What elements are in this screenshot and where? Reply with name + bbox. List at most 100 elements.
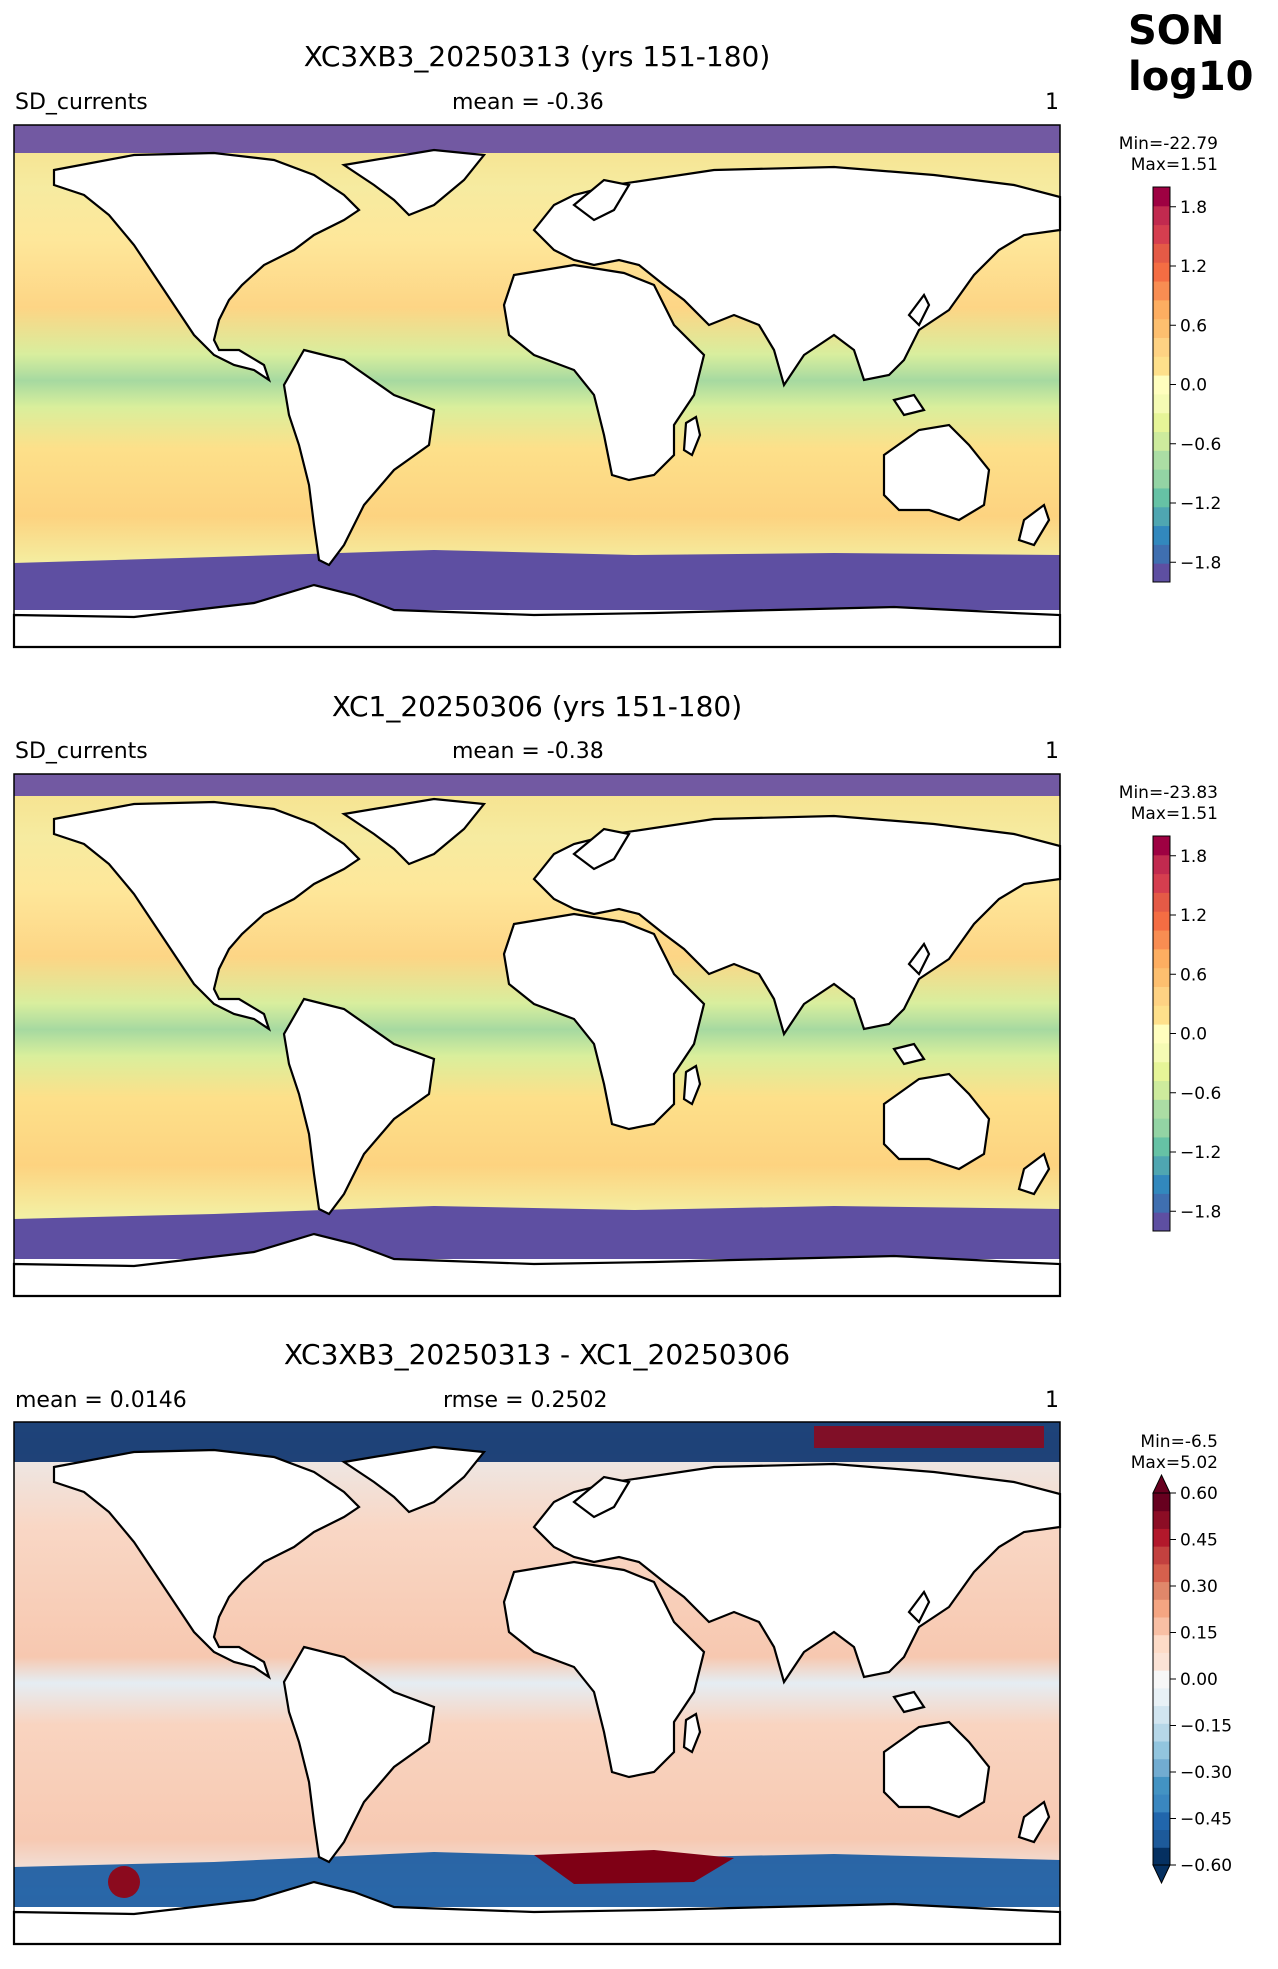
panel-2-variable-label: SD_currents [15, 739, 148, 764]
colorbar-3-swatch [1153, 1741, 1170, 1760]
panel-1-variable-label: SD_currents [15, 90, 148, 115]
panel-3-map [12, 1421, 1062, 1946]
colorbar-3-swatch [1153, 1528, 1170, 1547]
colorbar-1-swatch [1153, 506, 1170, 527]
colorbar-3-swatch [1153, 1811, 1170, 1831]
colorbar-3-tick-label: −0.30 [1180, 1763, 1232, 1783]
colorbar-2-tick-label: 0.6 [1180, 965, 1207, 985]
colorbar-3-tick-label: 0.00 [1180, 1670, 1218, 1690]
season-label: SON log10 [1128, 8, 1254, 100]
colorbar-1-swatch [1153, 337, 1170, 357]
panel-3-units-label: 1 [1045, 1388, 1059, 1413]
colorbar-2-max: Max=1.51 [1130, 803, 1218, 824]
colorbar-3-swatch [1153, 1776, 1170, 1795]
colorbar-3-swatch [1153, 1705, 1170, 1724]
colorbar-2-swatch [1153, 1118, 1170, 1138]
panel-1-southern-ocean-low-values [14, 550, 1060, 610]
colorbar-2-swatch [1153, 948, 1170, 969]
colorbar-3-swatch [1153, 1670, 1170, 1689]
colorbar-3-tick-label: −0.15 [1180, 1717, 1232, 1737]
colorbar-1-swatch [1153, 299, 1170, 320]
colorbar-2-swatch [1153, 1080, 1170, 1100]
colorbar-1-tick-label: 1.8 [1180, 198, 1207, 218]
colorbar-1-swatch [1153, 393, 1170, 414]
colorbar-1-swatch [1153, 224, 1170, 244]
colorbar-3-swatch [1153, 1581, 1170, 1600]
colorbar-3-extend-max-arrow [1152, 1473, 1171, 1494]
colorbar-1-tick-label: −1.8 [1180, 553, 1221, 573]
panel-1-mean-label: mean = -0.36 [452, 90, 604, 115]
colorbar-2-swatch [1153, 836, 1170, 856]
colorbar-2-tick-label: −0.6 [1180, 1084, 1221, 1104]
colorbar-3-swatch [1153, 1599, 1170, 1618]
colorbar-2-swatch [1153, 1193, 1170, 1213]
colorbar-2-swatch [1153, 1136, 1170, 1157]
colorbars: 1.8 1.2 0.6 0.0 −0.6 −1.2 −1.8 1.8 1.2 0.6 0.0 −0.6… [1152, 186, 1232, 1885]
panel-2-units-label: 1 [1045, 739, 1059, 764]
colorbar-2-swatch [1153, 930, 1170, 950]
colorbar-3-swatch [1153, 1510, 1170, 1529]
colorbar-1-swatch [1153, 431, 1170, 451]
colorbar-2-swatch [1153, 873, 1170, 893]
colorbar-3-tick-label: 0.60 [1180, 1484, 1218, 1504]
panel-1-units-label: 1 [1045, 90, 1059, 115]
colorbar-1-swatch [1153, 243, 1170, 263]
colorbar-2-swatch [1153, 1212, 1170, 1232]
colorbar-1-swatch [1153, 318, 1170, 338]
colorbar-3-swatch [1153, 1723, 1170, 1742]
colorbar-1-tick-label: −1.2 [1180, 494, 1221, 514]
colorbar-3-swatch [1153, 1546, 1170, 1565]
colorbar-2-tick-label: −1.8 [1180, 1202, 1221, 1222]
colorbar-3-min: Min=-6.5 [1140, 1432, 1218, 1452]
colorbar-1-max: Max=1.51 [1130, 154, 1218, 175]
colorbar-3-tick-label: 0.45 [1180, 1531, 1218, 1551]
colorbar-2-swatch [1153, 1174, 1170, 1194]
panel-1-map [12, 124, 1062, 649]
colorbar-1-tick-label: −0.6 [1180, 435, 1221, 455]
colorbar-3-swatch [1153, 1687, 1170, 1707]
colorbar-3-tick-label: −0.45 [1180, 1810, 1232, 1830]
colorbar-2-swatch [1153, 986, 1170, 1006]
colorbar-1-tick-label: 0.6 [1180, 316, 1207, 336]
colorbar-2-swatch [1153, 1155, 1170, 1176]
colorbar-1-swatch [1153, 487, 1170, 508]
colorbar-1-swatch [1153, 469, 1170, 489]
colorbar-2-swatch [1153, 1061, 1170, 1082]
colorbar-3-swatch [1153, 1794, 1170, 1813]
colorbar-1-tick-label: 1.2 [1180, 257, 1207, 277]
colorbar-3-tick-label: 0.30 [1180, 1577, 1218, 1597]
colorbar-1-swatch [1153, 262, 1170, 282]
panel-3-title: XC3XB3_20250313 - XC1_20250306 [283, 1338, 791, 1371]
colorbar-1-tick-label: 0.0 [1180, 376, 1207, 396]
colorbar-2-minmax: Min=-23.83 Max=1.51 [1068, 783, 1218, 824]
colorbar-3-swatch [1153, 1617, 1170, 1636]
colorbar-2-swatch [1153, 1005, 1170, 1025]
panel-1-title: XC3XB3_20250313 (yrs 151-180) [303, 40, 771, 73]
colorbar-3-max: Max=5.02 [1130, 1452, 1218, 1473]
colorbar-2-swatch [1153, 967, 1170, 987]
panel-3-arctic-positive [814, 1426, 1044, 1448]
colorbar-2-tick-label: 1.2 [1180, 906, 1207, 926]
panel-2-frame [13, 773, 1061, 1297]
panel-3-mean-label: mean = 0.0146 [15, 1388, 187, 1413]
colorbar-3-swatch [1153, 1829, 1170, 1848]
colorbar-3-minmax: Min=-6.5 Max=5.02 [1068, 1432, 1218, 1473]
colorbar-1-swatch [1153, 563, 1170, 583]
colorbar-1-swatch [1153, 525, 1170, 545]
colorbar-1-swatch [1153, 450, 1170, 470]
colorbar-3-swatch [1153, 1847, 1170, 1866]
colorbar-1-swatch [1153, 281, 1170, 301]
colorbar-2-swatch [1153, 1024, 1170, 1044]
colorbar-2-tick-label: 1.8 [1180, 847, 1207, 867]
colorbar-1-swatch [1153, 412, 1170, 433]
colorbar-2-tick-label: −1.2 [1180, 1143, 1221, 1163]
panel-3-positive-anomaly [108, 1866, 140, 1898]
colorbar-3-swatch [1153, 1563, 1170, 1583]
colorbar-1-swatch [1153, 544, 1170, 564]
colorbar-1-swatch [1153, 356, 1170, 376]
colorbar-2-swatch [1153, 911, 1170, 931]
panel-2-map [12, 773, 1062, 1298]
colorbar-3-extend-min-arrow [1152, 1864, 1171, 1885]
panel-3-rmse-label: rmse = 0.2502 [443, 1388, 608, 1413]
